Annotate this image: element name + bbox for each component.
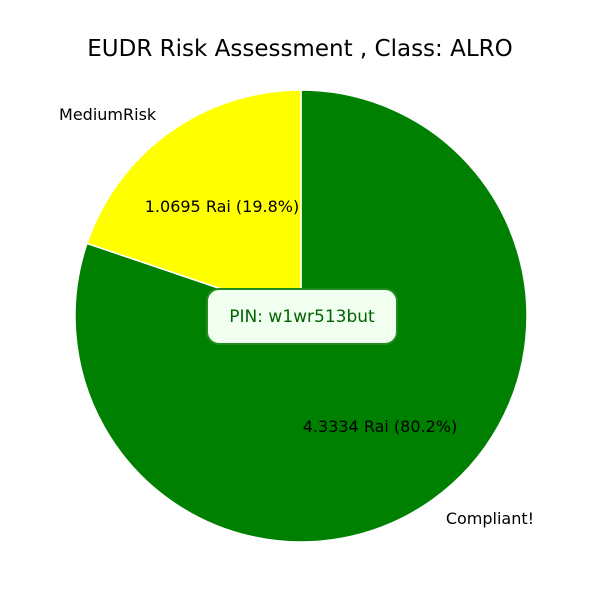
- pin-annotation-text: PIN: w1wr513but: [229, 307, 375, 327]
- pie-labels: 4.3334 Rai (80.2%) Compliant! 1.0695 Rai (…: [59, 105, 534, 528]
- chart-title: EUDR Risk Assessment , Class: ALRO: [87, 36, 512, 62]
- pin-annotation: PIN: w1wr513but: [206, 288, 398, 345]
- pie-slices: [74, 89, 528, 543]
- slice-category-label: MediumRisk: [59, 105, 157, 124]
- pie-slice-mediumrisk: [86, 89, 302, 318]
- pin-annotation-box: [206, 288, 398, 345]
- slice-value-label: 4.3334 Rai (80.2%): [303, 417, 457, 436]
- slice-value-label: 1.0695 Rai (19.8%): [145, 197, 299, 216]
- pie-slice-compliant: [74, 89, 528, 543]
- slice-category-label: Compliant!: [446, 509, 534, 528]
